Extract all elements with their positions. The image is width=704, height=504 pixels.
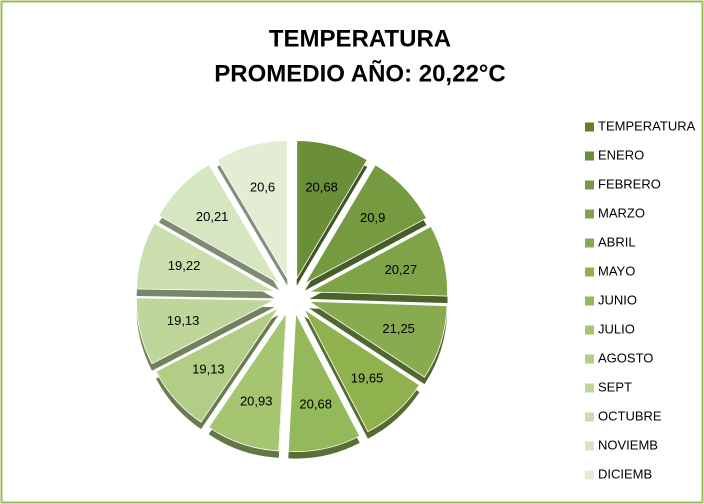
slice <box>307 300 448 378</box>
data-label: 20,68 <box>299 397 332 412</box>
data-label: 20,93 <box>240 393 273 408</box>
slice <box>136 297 275 365</box>
slice <box>216 140 288 281</box>
legend-swatch <box>585 151 594 161</box>
chart-title: TEMPERATURA <box>269 25 451 52</box>
data-label: 20,6 <box>250 180 275 195</box>
slice <box>308 225 448 297</box>
slice <box>158 164 281 285</box>
data-label: 20,27 <box>385 262 418 277</box>
data-label: 19,13 <box>167 313 200 328</box>
data-label: 21,25 <box>382 321 415 336</box>
chart-subtitle: PROMEDIO AÑO: 20,22°C <box>214 59 505 87</box>
legend-label: FEBRERO <box>598 176 661 191</box>
slice <box>208 311 287 452</box>
slice <box>136 222 275 292</box>
legend-swatch <box>585 354 594 364</box>
legend-swatch <box>585 180 594 190</box>
legend-swatch <box>585 122 594 132</box>
legend-label: OCTUBRE <box>598 408 662 423</box>
slice <box>155 307 279 423</box>
data-label: 20,9 <box>360 210 385 225</box>
slice <box>296 140 368 281</box>
legend-swatch <box>585 441 594 451</box>
data-label: 19,13 <box>192 362 225 377</box>
legend-swatch <box>585 412 594 422</box>
legend-swatch <box>585 296 594 306</box>
legend-swatch <box>585 325 594 335</box>
legend-swatch <box>585 383 594 393</box>
legend-label: JUNIO <box>598 292 637 307</box>
data-label: 20,21 <box>196 209 229 224</box>
legend-swatch <box>585 470 594 480</box>
data-label: 19,22 <box>168 258 201 273</box>
slice <box>287 312 361 452</box>
legend-label: JULIO <box>598 321 635 336</box>
legend-label: TEMPERATURA <box>598 118 696 133</box>
legend-label: SEPT <box>598 379 632 394</box>
legend-label: MARZO <box>598 205 645 220</box>
legend-label: ABRIL <box>598 234 636 249</box>
data-label: 19,65 <box>351 370 384 385</box>
legend-swatch <box>585 238 594 248</box>
legend-label: DICIEMB <box>598 466 652 481</box>
slice <box>303 164 428 285</box>
legend-label: NOVIEMB <box>598 437 658 452</box>
legend-swatch <box>585 267 594 277</box>
legend-label: MAYO <box>598 263 635 278</box>
slice <box>303 308 420 433</box>
legend-swatch <box>585 209 594 219</box>
legend-label: ENERO <box>598 147 644 162</box>
data-label: 20,68 <box>305 180 338 195</box>
legend-label: AGOSTO <box>598 350 653 365</box>
